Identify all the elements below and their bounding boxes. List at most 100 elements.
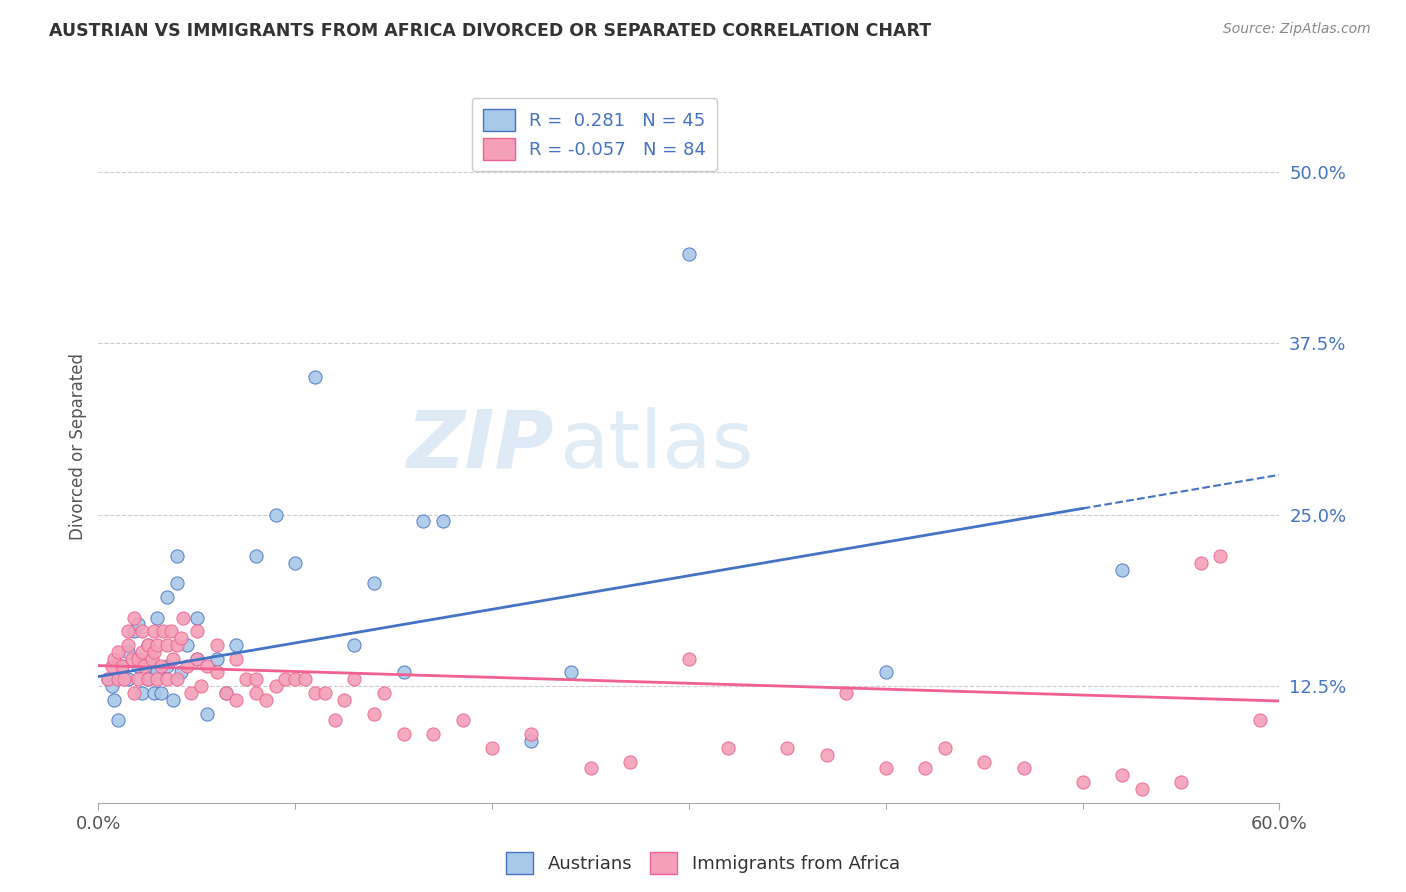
Legend: R =  0.281   N = 45, R = -0.057   N = 84: R = 0.281 N = 45, R = -0.057 N = 84 xyxy=(472,98,717,171)
Point xyxy=(103,693,125,707)
Point xyxy=(186,651,208,665)
Point xyxy=(156,638,179,652)
Point xyxy=(481,740,503,755)
Point xyxy=(170,631,193,645)
Point xyxy=(1071,775,1094,789)
Point xyxy=(205,638,228,652)
Point xyxy=(973,755,995,769)
Point xyxy=(235,673,257,687)
Point xyxy=(162,693,184,707)
Point xyxy=(97,673,120,687)
Point xyxy=(103,651,125,665)
Point xyxy=(162,651,184,665)
Point xyxy=(215,686,238,700)
Point xyxy=(934,740,956,755)
Point xyxy=(132,658,155,673)
Point xyxy=(117,673,139,687)
Point xyxy=(180,686,202,700)
Point xyxy=(343,673,366,687)
Text: Source: ZipAtlas.com: Source: ZipAtlas.com xyxy=(1223,22,1371,37)
Point xyxy=(422,727,444,741)
Point xyxy=(117,645,139,659)
Point xyxy=(560,665,582,680)
Point xyxy=(176,638,198,652)
Point xyxy=(136,638,159,652)
Point xyxy=(1249,714,1271,728)
Point xyxy=(1111,562,1133,576)
Point xyxy=(121,651,143,665)
Point xyxy=(392,727,415,741)
Point xyxy=(776,740,799,755)
Point xyxy=(323,714,346,728)
Point xyxy=(245,686,267,700)
Point xyxy=(146,610,169,624)
Point xyxy=(314,686,336,700)
Point xyxy=(166,576,188,591)
Point xyxy=(97,673,120,687)
Point xyxy=(225,693,247,707)
Point xyxy=(131,624,153,639)
Point xyxy=(1209,549,1232,563)
Point xyxy=(117,624,139,639)
Point xyxy=(245,549,267,563)
Point xyxy=(166,549,188,563)
Point xyxy=(373,686,395,700)
Text: AUSTRIAN VS IMMIGRANTS FROM AFRICA DIVORCED OR SEPARATED CORRELATION CHART: AUSTRIAN VS IMMIGRANTS FROM AFRICA DIVOR… xyxy=(49,22,931,40)
Point xyxy=(172,610,194,624)
Point xyxy=(914,762,936,776)
Point xyxy=(392,665,415,680)
Point xyxy=(205,651,228,665)
Point xyxy=(156,590,179,604)
Point xyxy=(520,727,543,741)
Point xyxy=(835,686,858,700)
Point xyxy=(136,638,159,652)
Point xyxy=(131,686,153,700)
Point xyxy=(141,658,163,673)
Point xyxy=(1012,762,1035,776)
Point xyxy=(146,673,169,687)
Point xyxy=(1170,775,1192,789)
Point xyxy=(254,693,277,707)
Point xyxy=(166,673,188,687)
Point xyxy=(112,673,135,687)
Point xyxy=(225,638,247,652)
Point xyxy=(146,638,169,652)
Point xyxy=(678,247,700,261)
Point xyxy=(117,638,139,652)
Point xyxy=(150,658,173,673)
Point xyxy=(156,673,179,687)
Point xyxy=(107,714,129,728)
Point xyxy=(343,638,366,652)
Legend: Austrians, Immigrants from Africa: Austrians, Immigrants from Africa xyxy=(499,845,907,881)
Point xyxy=(122,686,145,700)
Point xyxy=(215,686,238,700)
Point xyxy=(304,686,326,700)
Point xyxy=(127,658,149,673)
Point xyxy=(111,658,134,673)
Point xyxy=(619,755,641,769)
Point xyxy=(101,658,124,673)
Point xyxy=(186,610,208,624)
Point xyxy=(875,762,897,776)
Point xyxy=(363,576,385,591)
Point xyxy=(245,673,267,687)
Point xyxy=(141,651,163,665)
Point xyxy=(127,673,149,687)
Point xyxy=(107,645,129,659)
Point xyxy=(152,624,174,639)
Point xyxy=(294,673,316,687)
Point xyxy=(1111,768,1133,782)
Point xyxy=(156,658,179,673)
Point xyxy=(1189,556,1212,570)
Point xyxy=(107,673,129,687)
Point xyxy=(142,686,165,700)
Point xyxy=(225,651,247,665)
Point xyxy=(304,370,326,384)
Point xyxy=(146,665,169,680)
Point xyxy=(136,673,159,687)
Point xyxy=(142,624,165,639)
Point xyxy=(333,693,356,707)
Point xyxy=(875,665,897,680)
Point xyxy=(170,665,193,680)
Text: atlas: atlas xyxy=(560,407,754,485)
